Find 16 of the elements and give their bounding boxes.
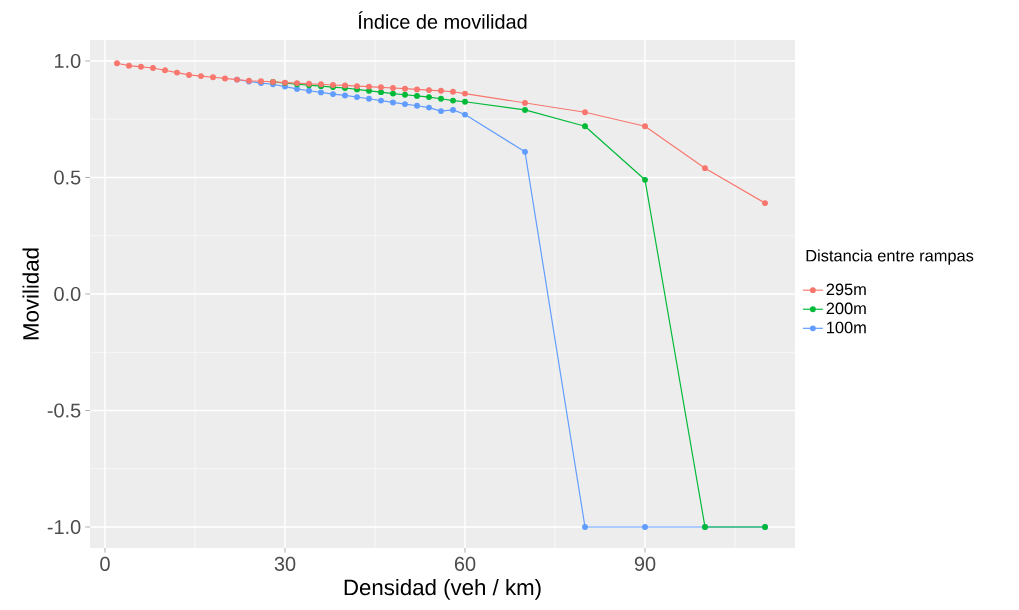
x-axis-title: Densidad (veh / km) bbox=[344, 578, 541, 600]
legend-label: 295m bbox=[826, 283, 866, 296]
y-tick-label: 0.5 bbox=[54, 170, 81, 185]
y-tick-label: -0.5 bbox=[47, 403, 81, 418]
x-tick-label: 30 bbox=[274, 556, 296, 571]
y-axis-title: Movilidad bbox=[22, 248, 39, 340]
legend-label: 200m bbox=[826, 302, 866, 315]
y-tick-label: -1.0 bbox=[47, 519, 81, 535]
x-tick-label: 0 bbox=[100, 556, 110, 571]
y-tick-label: 0.0 bbox=[54, 286, 81, 302]
legend-label: 100m bbox=[827, 321, 866, 334]
y-tick-label: 1.0 bbox=[55, 53, 81, 69]
x-tick-label: 90 bbox=[634, 556, 656, 571]
legend-title: Distancia entre rampas bbox=[806, 249, 974, 265]
x-tick-label: 60 bbox=[454, 556, 476, 571]
chart-title: Índice de movilidad bbox=[358, 11, 527, 29]
